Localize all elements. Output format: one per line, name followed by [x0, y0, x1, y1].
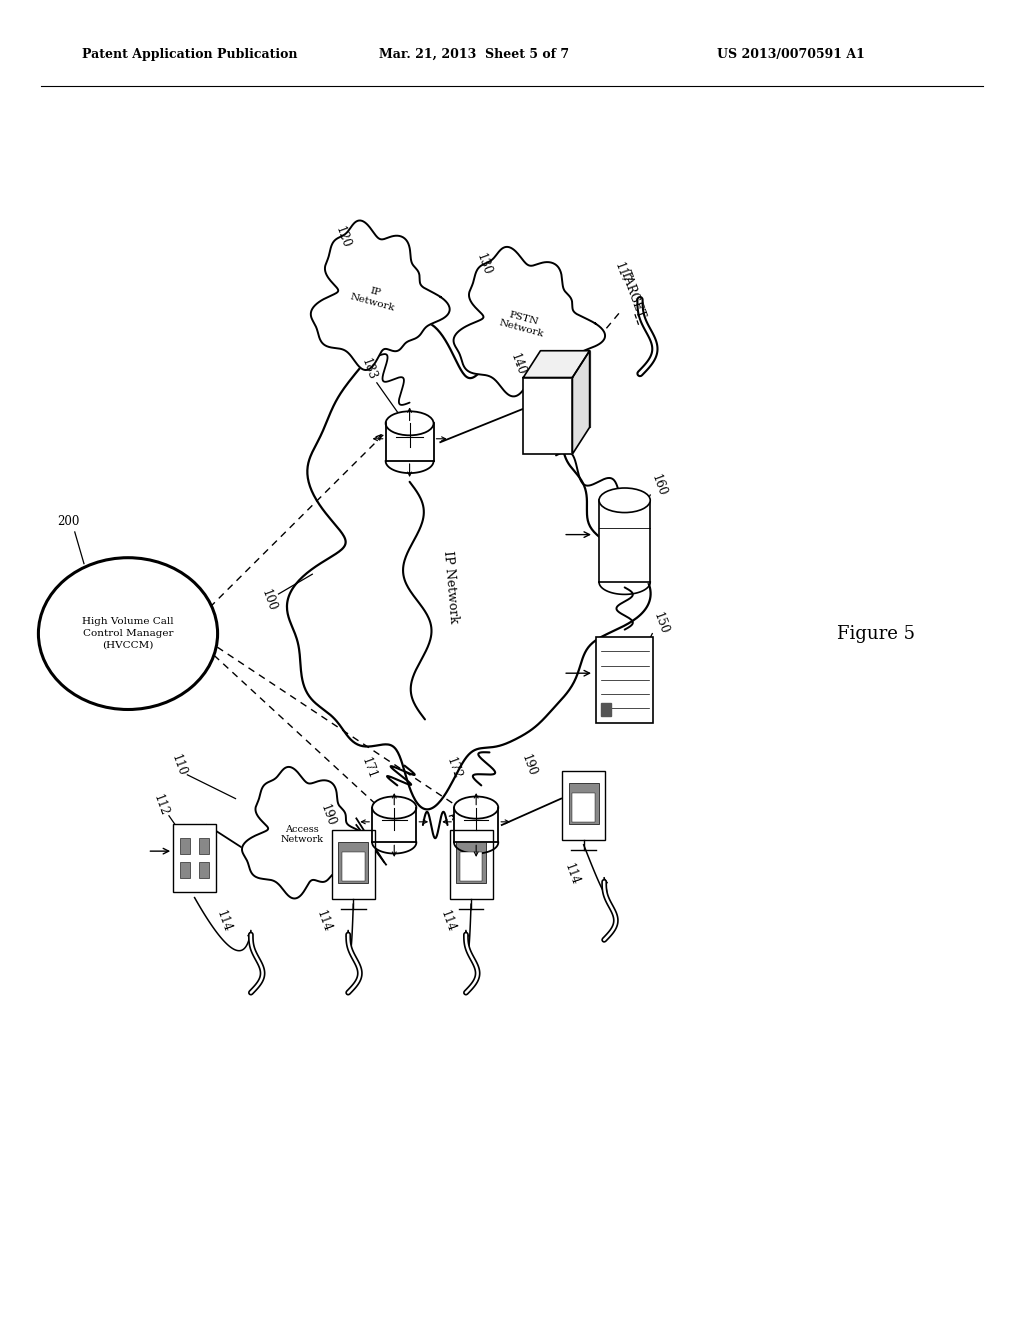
FancyBboxPatch shape	[180, 838, 190, 854]
FancyBboxPatch shape	[568, 783, 599, 824]
Text: 117: 117	[611, 260, 632, 286]
Polygon shape	[242, 767, 375, 899]
FancyBboxPatch shape	[562, 771, 605, 840]
Text: 114: 114	[313, 908, 334, 935]
Text: 140: 140	[508, 351, 528, 378]
Polygon shape	[600, 702, 610, 715]
Ellipse shape	[599, 488, 650, 512]
FancyBboxPatch shape	[456, 842, 486, 883]
Text: 112: 112	[151, 792, 171, 818]
FancyBboxPatch shape	[342, 853, 365, 880]
Text: High Volume Call
Control Manager
(HVCCM): High Volume Call Control Manager (HVCCM)	[82, 618, 174, 649]
Ellipse shape	[372, 796, 417, 818]
FancyBboxPatch shape	[596, 636, 653, 722]
Text: 130: 130	[473, 251, 494, 277]
FancyBboxPatch shape	[454, 808, 499, 842]
FancyBboxPatch shape	[386, 424, 433, 461]
Text: 120: 120	[333, 224, 353, 251]
FancyBboxPatch shape	[460, 853, 482, 880]
FancyBboxPatch shape	[332, 830, 375, 899]
FancyBboxPatch shape	[523, 378, 572, 454]
Text: Figure 5: Figure 5	[837, 624, 914, 643]
Text: 100: 100	[258, 587, 279, 614]
FancyBboxPatch shape	[199, 862, 209, 878]
Text: 200: 200	[57, 515, 80, 528]
FancyBboxPatch shape	[180, 862, 190, 878]
Text: 114: 114	[213, 908, 233, 935]
Polygon shape	[523, 351, 590, 378]
FancyBboxPatch shape	[372, 808, 417, 842]
Text: Mar. 21, 2013  Sheet 5 of 7: Mar. 21, 2013 Sheet 5 of 7	[379, 48, 569, 61]
Polygon shape	[572, 351, 590, 454]
Ellipse shape	[39, 557, 217, 710]
Text: Access
Network: Access Network	[281, 825, 324, 843]
Text: 190: 190	[317, 803, 338, 829]
Polygon shape	[311, 220, 450, 370]
Polygon shape	[599, 500, 650, 582]
Text: 110: 110	[169, 752, 189, 779]
Text: 114: 114	[437, 908, 458, 935]
Text: 171: 171	[358, 755, 379, 781]
Text: 114: 114	[561, 861, 582, 887]
Text: TARGET: TARGET	[618, 268, 647, 321]
Text: 160: 160	[648, 473, 669, 499]
Polygon shape	[454, 247, 605, 396]
FancyBboxPatch shape	[450, 830, 493, 899]
Text: US 2013/0070591 A1: US 2013/0070591 A1	[717, 48, 864, 61]
FancyBboxPatch shape	[338, 842, 369, 883]
Text: 183: 183	[358, 356, 379, 383]
Text: IP
Network: IP Network	[349, 281, 398, 313]
Text: IP Network: IP Network	[441, 550, 460, 624]
FancyBboxPatch shape	[572, 793, 595, 821]
Text: 150: 150	[650, 610, 671, 636]
Polygon shape	[287, 321, 650, 809]
Text: 172: 172	[443, 755, 464, 781]
FancyBboxPatch shape	[173, 824, 216, 892]
Ellipse shape	[386, 412, 433, 436]
Text: Patent Application Publication: Patent Application Publication	[82, 48, 297, 61]
Ellipse shape	[454, 796, 499, 818]
Text: PSTN
Network: PSTN Network	[498, 308, 547, 339]
FancyBboxPatch shape	[199, 838, 209, 854]
Text: 190: 190	[518, 752, 539, 779]
